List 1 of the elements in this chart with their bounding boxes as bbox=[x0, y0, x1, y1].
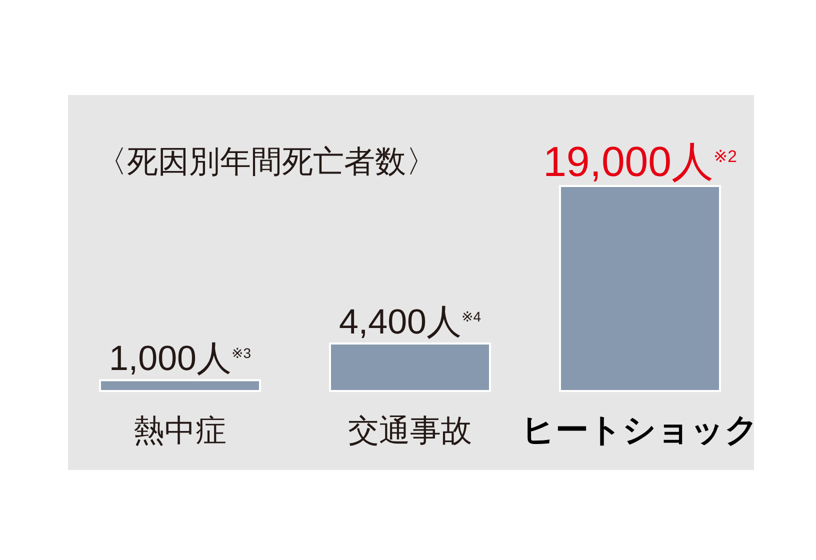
title: 〈死因別年間死亡者数〉 bbox=[96, 144, 437, 179]
